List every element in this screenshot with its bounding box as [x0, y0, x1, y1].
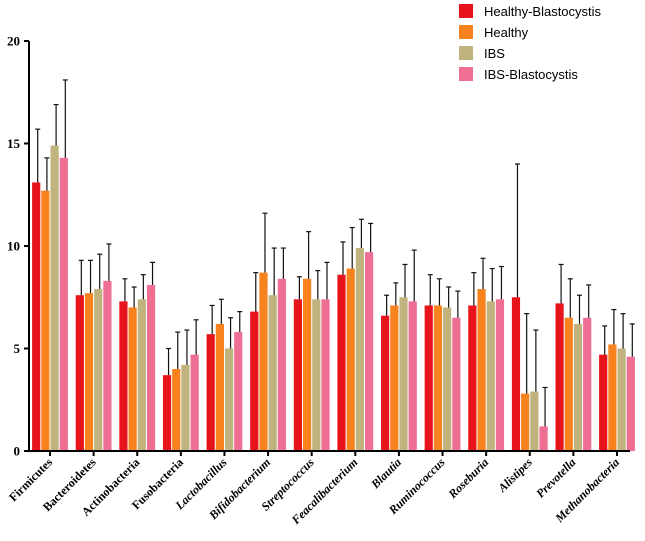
bar [521, 393, 530, 451]
bar [390, 305, 399, 451]
bar [468, 305, 477, 451]
bar [346, 268, 355, 451]
bar [530, 391, 539, 451]
bar [365, 252, 374, 451]
bar [302, 278, 312, 451]
legend-swatch [459, 67, 473, 81]
bar [190, 354, 199, 451]
bar [94, 289, 103, 451]
bar [452, 317, 461, 451]
bar [259, 272, 268, 451]
bar [206, 334, 215, 451]
bar [268, 295, 277, 451]
bar [50, 145, 59, 452]
bar [511, 297, 521, 451]
bar [181, 364, 190, 451]
legend-item: Healthy-Blastocystis [459, 4, 602, 19]
bar [495, 299, 505, 451]
bar [617, 348, 626, 451]
bar [41, 190, 50, 451]
y-tick-label: 0 [14, 444, 21, 459]
bar [250, 311, 259, 451]
x-category-label: Alistipes [495, 455, 536, 496]
bar [119, 301, 128, 451]
x-category-label: Blautia [367, 455, 404, 492]
legend: Healthy-Blastocystis Healthy IBS IBS-Blasto… [459, 4, 602, 82]
bar [608, 344, 617, 451]
bar [172, 369, 181, 451]
bar [399, 297, 408, 451]
bar [408, 301, 417, 451]
bars [32, 145, 635, 452]
bar [146, 284, 156, 451]
bar [424, 305, 433, 451]
y-tick-label: 15 [7, 136, 21, 151]
legend-item: IBS-Blastocystis [459, 67, 578, 82]
bar [443, 307, 452, 451]
bar [162, 375, 172, 451]
bar [103, 280, 112, 451]
bar [137, 299, 146, 451]
bar [477, 289, 486, 451]
bar [84, 293, 94, 451]
bar [75, 295, 84, 451]
bar [355, 248, 365, 451]
bar [277, 278, 286, 451]
legend-item: Healthy [459, 25, 529, 40]
bar [321, 299, 330, 451]
y-axis: 0 5 10 15 20 [7, 34, 30, 459]
bar [312, 299, 321, 451]
bar [555, 303, 564, 451]
legend-swatch [459, 46, 473, 60]
bar [564, 317, 573, 451]
bar [573, 323, 583, 451]
bar [381, 315, 390, 451]
x-category-label: Roseburia [445, 455, 491, 501]
bar [215, 323, 224, 451]
bar [59, 157, 68, 451]
legend-label: IBS [484, 46, 505, 61]
y-tick-label: 20 [7, 34, 20, 49]
bar [234, 332, 243, 451]
bar [626, 356, 635, 451]
error-bars [35, 79, 635, 427]
bar [128, 307, 137, 451]
legend-label: IBS-Blastocystis [484, 67, 578, 82]
legend-label: Healthy-Blastocystis [484, 4, 602, 19]
bar [539, 426, 548, 451]
bar [337, 274, 346, 451]
bar [433, 305, 443, 451]
y-tick-label: 10 [7, 239, 20, 254]
bar [486, 301, 495, 451]
bar [583, 317, 592, 451]
bar [32, 182, 41, 451]
x-category-label: Prevotella [533, 455, 578, 500]
y-tick-label: 5 [14, 341, 21, 356]
bar [293, 299, 302, 451]
bar [224, 348, 234, 451]
bar [599, 354, 608, 451]
x-axis: FirmicutesBacteroidetesActinobacteriaFus… [6, 450, 630, 528]
legend-swatch [459, 4, 473, 18]
legend-item: IBS [459, 46, 505, 61]
legend-label: Healthy [484, 25, 529, 40]
legend-swatch [459, 25, 473, 39]
